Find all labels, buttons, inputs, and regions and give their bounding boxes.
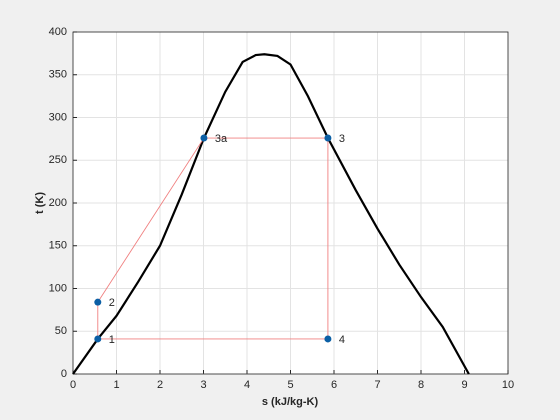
- x-tick-label: 3: [200, 379, 206, 391]
- x-axis-label: s (kJ/kg-K): [262, 396, 319, 408]
- state-point: [324, 335, 332, 343]
- axes-box: [72, 31, 509, 375]
- y-tick-label: 400: [49, 26, 67, 38]
- x-tick-label: 6: [331, 379, 337, 391]
- x-tick-label: 7: [374, 379, 380, 391]
- saturation-curve: [72, 53, 470, 375]
- y-tick-label: 200: [49, 197, 67, 209]
- y-tick-label: 150: [49, 240, 67, 252]
- x-tick-label: 10: [502, 379, 514, 391]
- x-tick-label: 2: [157, 379, 163, 391]
- y-tick-label: 0: [61, 368, 67, 380]
- state-label: 4: [339, 334, 345, 346]
- y-tick-label: 50: [55, 325, 67, 337]
- y-tick-label: 100: [49, 282, 67, 294]
- y-tick-label: 300: [49, 111, 67, 123]
- state-point: [94, 298, 102, 306]
- cycle-line: [97, 137, 329, 340]
- state-point: [200, 134, 208, 142]
- x-tick-label: 1: [113, 379, 119, 391]
- x-tick-label: 8: [418, 379, 424, 391]
- state-point: [94, 335, 102, 343]
- y-tick-label: 350: [49, 69, 67, 81]
- state-label: 1: [109, 334, 115, 346]
- state-label: 2: [109, 297, 115, 309]
- state-point: [324, 134, 332, 142]
- y-tick-label: 250: [49, 154, 67, 166]
- state-label: 3: [339, 133, 345, 145]
- x-tick-label: 4: [244, 379, 250, 391]
- x-tick-label: 5: [287, 379, 293, 391]
- state-label: 3a: [215, 133, 228, 145]
- y-axis-label: t (K): [34, 192, 46, 214]
- x-tick-label: 9: [461, 379, 467, 391]
- x-tick-label: 0: [70, 379, 76, 391]
